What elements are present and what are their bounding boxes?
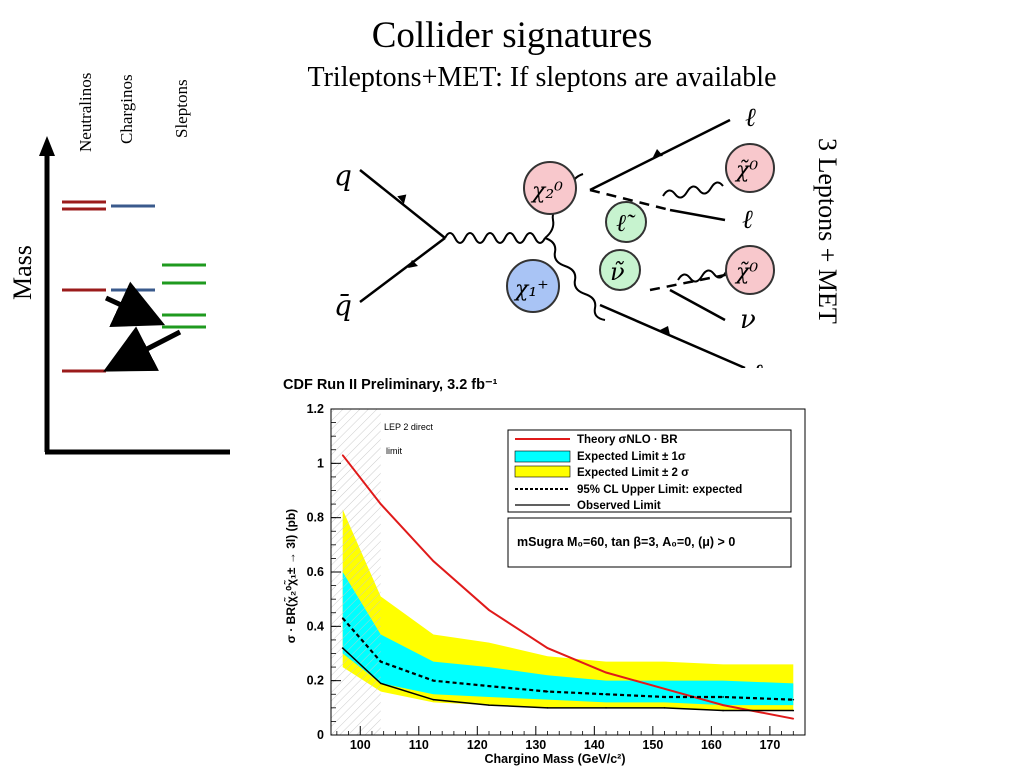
mass-level-diagram: [39, 136, 230, 455]
lsp-label-bottom: χ̃⁰: [734, 260, 758, 285]
slepton-levels: [162, 263, 206, 329]
y-tick-label: 0.4: [307, 619, 324, 633]
antiquark-label: q̄: [334, 289, 352, 322]
legend-entry-expected: 95% CL Upper Limit: expected: [577, 484, 742, 496]
neutralino2-blob: [523, 161, 577, 215]
decay-arrow-slepton-to-neutralino: [103, 326, 182, 372]
slepton-blob: [605, 201, 647, 243]
chargino-levels: [111, 204, 155, 292]
lep-label-line2: limit: [386, 446, 402, 456]
three-leptons-met-label: 3 Leptons + MET: [813, 138, 842, 324]
series-2-point-2: [432, 698, 435, 701]
series-1-point-8: [792, 698, 795, 701]
legend-entry-theory: Theory σNLO · BR: [577, 434, 678, 446]
series-2-point-6: [663, 707, 666, 709]
series-0-point-0: [341, 454, 344, 456]
series-1-point-7: [722, 696, 724, 698]
series-0-point-6: [663, 688, 666, 690]
series-0-point-2: [432, 560, 435, 562]
series-0-point-4: [546, 647, 549, 649]
x-tick-label: 110: [409, 738, 429, 752]
lepton-label-2: ℓ: [742, 205, 753, 235]
x-tick-label: 170: [759, 738, 780, 752]
decay-arrow-chargino-to-slepton: [104, 281, 166, 327]
lepton-line-second: [669, 208, 726, 222]
series-1-point-1: [379, 660, 382, 663]
x-tick-label: 120: [467, 738, 488, 752]
series-1-point-5: [605, 693, 607, 696]
wavy-line-chargino: [544, 237, 606, 321]
series-0-point-5: [605, 671, 607, 674]
y-tick-label: 0: [317, 728, 324, 742]
series-2-point-3: [488, 704, 490, 706]
y-axis-label: σ · BR(χ̃₂⁰χ̃₁± → 3l) (pb): [283, 509, 298, 643]
annotation-box: [507, 517, 792, 568]
series-2-point-5: [605, 707, 607, 709]
series-1-point-2: [432, 679, 435, 682]
legend-swatch-band2: [514, 465, 571, 478]
neutralino-levels: [62, 200, 106, 373]
lsp-blob-bottom: [725, 245, 775, 295]
x-tick-label: 130: [525, 738, 546, 752]
y-tick-label: 1: [317, 456, 324, 470]
sneutrino-blob: [599, 249, 641, 291]
msugra-annotation: mSugra M₀=60, tan β=3, A₀=0, (μ) > 0: [517, 535, 735, 549]
lepton-label-1: ℓ: [745, 103, 756, 133]
series-0-point-1: [379, 503, 382, 505]
series-1-point-6: [663, 696, 666, 698]
lsp-blob-top: [725, 143, 775, 193]
series-2-point-7: [722, 709, 724, 712]
x-tick-label: 160: [701, 738, 722, 752]
lep-label-line1: LEP 2 direct: [384, 422, 433, 432]
x-tick-label: 140: [584, 738, 605, 752]
series-0-point-7: [722, 704, 724, 706]
band-2sigma: [342, 509, 794, 711]
series-0-point-8: [792, 717, 795, 720]
mass-axis: [39, 136, 230, 455]
series-1-point-4: [546, 690, 549, 693]
plot-header: CDF Run II Preliminary, 3.2 fb⁻¹: [283, 377, 498, 393]
x-axis-label: Chargino Mass (GeV/c²): [485, 752, 626, 766]
w-boson-line: [444, 232, 546, 244]
chargino1-blob: [506, 259, 560, 313]
series-2-point-4: [546, 707, 549, 709]
antiquark-line: [359, 237, 446, 303]
slepton-dashed-line: [589, 188, 671, 212]
legend-entry-observed: Observed Limit: [577, 500, 661, 512]
neutralino2-label: χ₂⁰: [530, 179, 563, 204]
page-title: Collider signatures: [371, 15, 653, 56]
legend-entry-band2: Expected Limit ± 2 σ: [577, 467, 689, 479]
series-1-point-0: [341, 617, 344, 619]
page-subtitle: Trileptons+MET: If sleptons are availabl…: [307, 62, 777, 93]
y-tick-label: 0.8: [307, 511, 324, 525]
lsp-wavy-top: [662, 181, 724, 199]
series-1-point-3: [488, 685, 490, 687]
y-tick-label: 0.2: [307, 674, 324, 688]
lsp-label-top: χ̃⁰: [734, 158, 758, 183]
quark-line: [359, 169, 446, 239]
series-2-point-0: [341, 647, 344, 649]
quark-label: q: [334, 159, 352, 192]
lepton-line-bottom: [599, 303, 746, 370]
feynman-diagram: q q̄ χ₂⁰ χ₁⁺ ℓ̃ ν̃ χ̃⁰ χ̃⁰ ℓ ℓ ν ℓ: [334, 103, 775, 389]
band-1sigma: [342, 572, 794, 706]
neutrino-line: [669, 288, 726, 322]
limit-plot: CDF Run II Preliminary, 3.2 fb⁻¹ 100 110 1…: [265, 368, 835, 768]
x-tick-label: 150: [642, 738, 663, 752]
series-2-point-1: [379, 682, 382, 685]
y-tick-label: 0.6: [307, 565, 324, 579]
legend: Theory σNLO · BR Expected Limit ± 1σ Exp…: [507, 429, 792, 513]
chargino1-label: χ₁⁺: [513, 277, 549, 302]
legend-swatch-band1: [514, 450, 571, 463]
x-tick-label: 100: [350, 738, 371, 752]
series-2-point-8: [792, 709, 795, 712]
y-tick-label: 1.2: [307, 402, 324, 416]
sneutrino-label: ν̃: [610, 258, 625, 286]
legend-entry-band1: Expected Limit ± 1σ: [577, 451, 686, 463]
series-0-point-3: [488, 609, 490, 611]
neutrino-label: ν: [740, 305, 756, 335]
